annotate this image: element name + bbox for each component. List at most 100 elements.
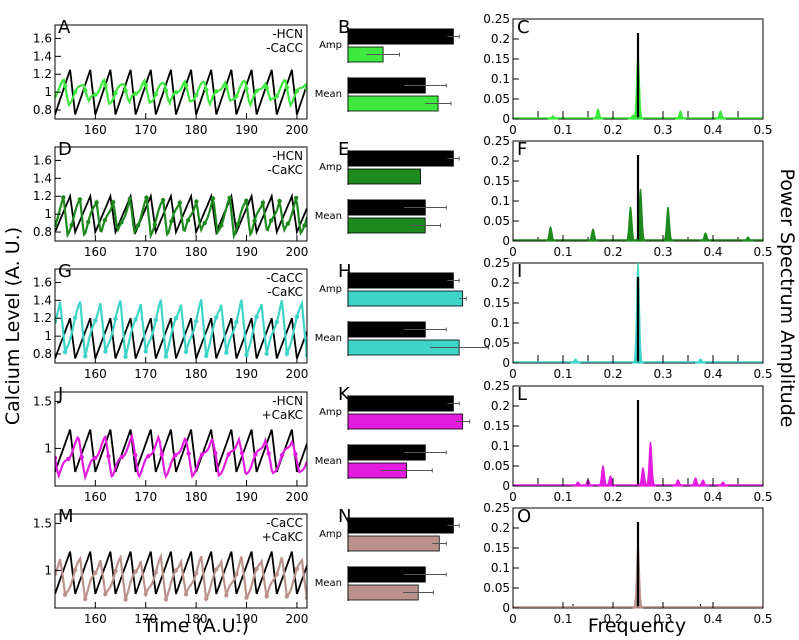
series-point-A (123, 88, 128, 93)
x-tick-label-L: 0.2 (603, 490, 622, 504)
series-point-G (163, 354, 169, 359)
y-tick-label-A: 0.8 (33, 103, 52, 117)
series-peak-L (697, 479, 709, 487)
x-tick-label-O: 0.4 (703, 612, 722, 626)
x-tick-label-D: 190 (235, 245, 258, 259)
series-point-A (193, 93, 199, 98)
x-tick-label-L: 0 (509, 490, 517, 504)
series-point-A (163, 88, 169, 93)
series-point-D (194, 199, 199, 204)
bar-category-label-E: Amp (319, 162, 342, 173)
x-tick-label-J: 190 (235, 490, 258, 504)
bar-category-label-K: Mean (315, 456, 342, 467)
panel-letter-G: G (58, 261, 72, 282)
series-point-G (214, 315, 219, 320)
panel-J-timeseries: 1 1.5 160 170 180 190 200 -HCN+CaKC J (33, 384, 308, 504)
y-tick-label-A: 1 (44, 85, 52, 99)
control-bar-N (347, 517, 454, 534)
x-tick-label-L: 0.3 (653, 490, 672, 504)
series-point-G (103, 349, 108, 354)
series-peak-F (662, 206, 674, 242)
y-tick-label-D: 1.6 (33, 153, 52, 167)
plot-area-D (55, 192, 307, 240)
y-tick-label-O: 0 (502, 601, 510, 615)
axes-frame-M (54, 513, 308, 609)
series-bar-K (347, 413, 464, 430)
panel-letter-E: E (338, 139, 349, 160)
series-point-G (224, 350, 229, 355)
bar-category-label-H: Amp (319, 284, 342, 295)
series-point-A (264, 85, 269, 90)
series-point-G (55, 319, 58, 324)
axes-frame-J (54, 391, 308, 487)
panel-D-timeseries: 0.8 1 1.2 1.4 1.6 160 170 180 190 200 -HCN-CaKC D (33, 139, 308, 259)
series-point-M (93, 570, 98, 576)
series-point-D (302, 223, 307, 228)
series-point-M (274, 572, 279, 577)
series-point-G (173, 316, 179, 321)
series-point-D (252, 218, 257, 224)
series-peak-I (570, 358, 581, 364)
series-peak-F (700, 232, 711, 242)
series-point-J (293, 451, 298, 457)
control-bar-K (347, 395, 454, 412)
series-point-D (152, 222, 157, 227)
panel-M-timeseries: 1 1.5 160 170 180 190 200 -CaCC+CaKC M (33, 506, 308, 626)
series-point-A (214, 89, 219, 94)
series-point-D (235, 221, 241, 227)
series-point-D (111, 199, 116, 205)
series-point-J (279, 452, 285, 458)
panel-K-bars: Amp Mean K (315, 384, 471, 479)
panel-letter-L: L (517, 384, 527, 405)
y-tick-label-C: 0.25 (483, 12, 510, 26)
series-point-D (169, 219, 174, 224)
y-tick-label-G: 1.4 (33, 293, 52, 307)
x-tick-label-M: 160 (84, 612, 107, 626)
panel-letter-O: O (517, 506, 531, 527)
x-tick-label-J: 170 (134, 490, 157, 504)
plot-area-G (55, 299, 307, 359)
series-point-D (269, 218, 274, 223)
series-bar-E (347, 168, 421, 185)
series-point-D (227, 195, 232, 200)
series-point-M (234, 572, 239, 577)
y-tick-label-I: 0 (502, 356, 510, 370)
series-point-A (254, 88, 259, 94)
x-axis-label-frequency: Frequency (588, 615, 686, 637)
series-point-G (284, 351, 290, 356)
series-point-M (294, 566, 300, 572)
series-point-J (106, 454, 111, 459)
series-peak-F (635, 188, 646, 242)
series-point-D (277, 198, 282, 204)
y-tick-label-F: 0.15 (483, 174, 510, 188)
x-tick-label-J: 180 (185, 490, 208, 504)
series-point-J (253, 452, 258, 457)
x-tick-label-A: 200 (285, 123, 308, 137)
x-tick-label-I: 0.3 (653, 367, 672, 381)
x-axis-label-time: Time (A.U.) (142, 615, 249, 637)
x-tick-label-G: 200 (285, 367, 308, 381)
series-point-G (153, 317, 158, 323)
panel-letter-A: A (58, 17, 71, 38)
x-tick-label-C: 0.4 (703, 123, 722, 137)
series-point-M (62, 592, 68, 597)
y-tick-label-G: 1 (44, 329, 52, 343)
series-point-D (127, 196, 133, 202)
series-point-D (55, 222, 58, 228)
series-point-G (294, 314, 300, 320)
series-point-A (113, 90, 118, 96)
series-point-J (119, 454, 124, 460)
y-tick-label-I: 0.25 (483, 256, 510, 270)
series-point-A (93, 92, 98, 97)
legend-line-1-D: -HCN (272, 149, 303, 163)
series-point-A (83, 87, 88, 93)
plot-area-J (55, 429, 307, 482)
series-peak-F (545, 225, 556, 242)
y-tick-label-D: 1.4 (33, 171, 52, 185)
x-tick-label-A: 180 (185, 123, 208, 137)
series-point-A (133, 91, 138, 96)
y-tick-label-J: 1 (44, 441, 52, 455)
legend-line-2-D: -CaKC (267, 163, 303, 177)
